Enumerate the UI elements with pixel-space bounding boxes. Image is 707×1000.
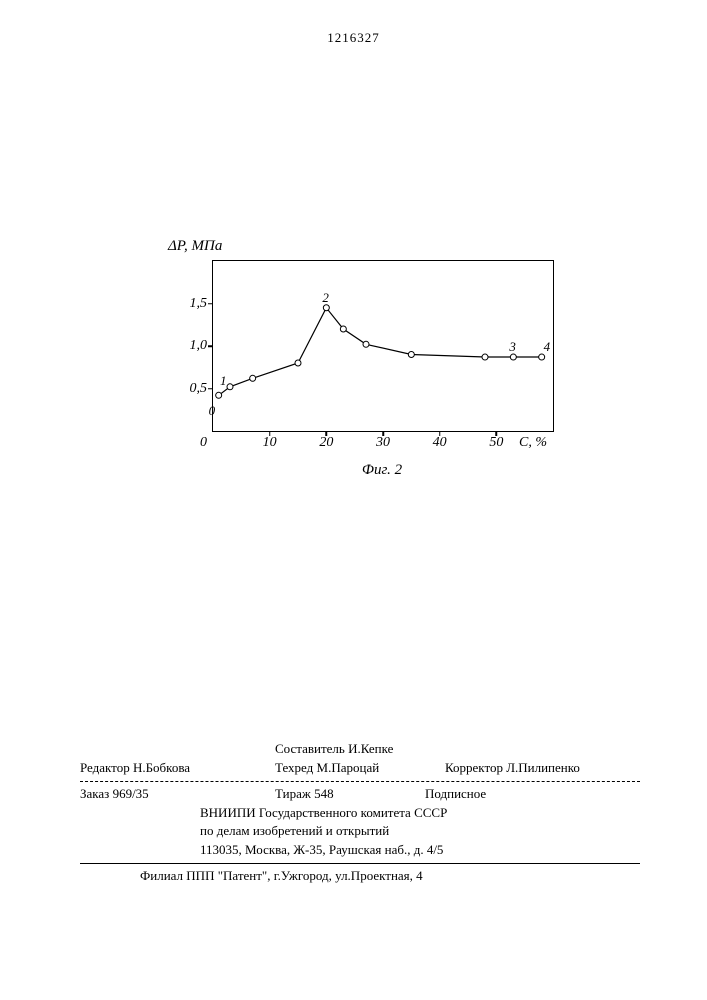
xtick-label: 10 [263, 431, 277, 451]
chart-line [219, 308, 542, 396]
korrektor-name: Л.Пилипенко [506, 760, 580, 775]
podpisnoe: Подписное [425, 785, 486, 804]
tehred-name: М.Пароцай [317, 760, 380, 775]
chart-caption: Фиг. 2 [212, 462, 552, 479]
sostavitel-line: Составитель И.Кепке [275, 740, 640, 759]
chart-marker [408, 352, 414, 358]
order-row: Заказ 969/35 Тираж 548 Подписное [80, 785, 640, 804]
point-label: 3 [509, 339, 516, 355]
xtick-label: 20 [319, 431, 333, 451]
vniipi-line2: по делам изобретений и открытий [200, 822, 640, 841]
chart-marker [363, 341, 369, 347]
chart-marker [250, 375, 256, 381]
chart-plot-area: 0,51,01,501020304050C, %01234 [212, 260, 554, 432]
divider-2 [80, 863, 640, 864]
tehred-label: Техред [275, 760, 313, 775]
y-axis-label: ΔP, МПа [168, 238, 222, 255]
page-number: 1216327 [327, 30, 380, 46]
xtick-label: 30 [376, 431, 390, 451]
chart-marker [216, 392, 222, 398]
filial-line: Филиал ППП "Патент", г.Ужгород, ул.Проек… [140, 867, 640, 886]
chart-marker [295, 360, 301, 366]
xtick-label: 50 [489, 431, 503, 451]
chart-marker [482, 354, 488, 360]
korrektor-label: Корректор [445, 760, 503, 775]
tirazh-number: 548 [314, 786, 334, 801]
x-axis-label: C, % [519, 431, 547, 451]
ytick-label: 0,5 [190, 381, 214, 397]
redaktor-name: Н.Бобкова [133, 760, 190, 775]
point-label: 0 [209, 403, 216, 419]
redaktor-label: Редактор [80, 760, 130, 775]
chart-figure: ΔP, МПа 0,51,01,501020304050C, %01234 Фи… [150, 260, 570, 479]
footer-block: Составитель И.Кепке Редактор Н.Бобкова Т… [80, 740, 640, 886]
editor-row: Редактор Н.Бобкова Техред М.Пароцай Корр… [80, 759, 640, 778]
ytick-label: 1,5 [190, 296, 214, 312]
sostavitel-name: И.Кепке [348, 741, 393, 756]
divider-1 [80, 781, 640, 782]
point-label: 1 [220, 373, 227, 389]
chart-marker [227, 384, 233, 390]
vniipi-line3: 113035, Москва, Ж-35, Раушская наб., д. … [200, 841, 640, 860]
ytick-label: 1,0 [190, 338, 214, 354]
zakaz-number: 969/35 [113, 786, 149, 801]
point-label: 4 [544, 339, 551, 355]
chart-marker [340, 326, 346, 332]
origin-label: 0 [200, 431, 213, 451]
zakaz-label: Заказ [80, 786, 109, 801]
point-label: 2 [322, 290, 329, 306]
tirazh-label: Тираж [275, 786, 311, 801]
line-chart-svg [213, 261, 553, 431]
xtick-label: 40 [433, 431, 447, 451]
vniipi-line1: ВНИИПИ Государственного комитета СССР [200, 804, 640, 823]
sostavitel-label: Составитель [275, 741, 345, 756]
